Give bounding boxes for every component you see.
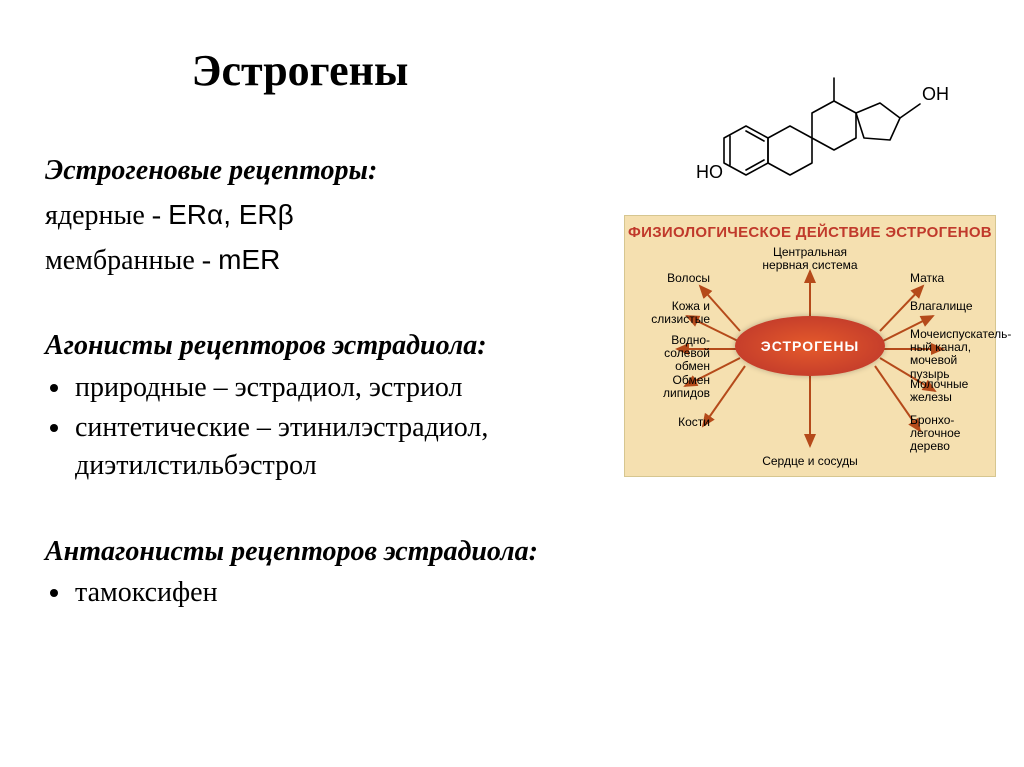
diagram-label-top: Центральная нервная система: [750, 246, 870, 272]
receptors-membrane: мембранные - mER: [45, 241, 605, 280]
diagram-label-l1: Волосы: [628, 272, 710, 285]
page-title: Эстрогены: [0, 45, 600, 96]
receptors-heading: Эстрогеновые рецепторы:: [45, 152, 605, 190]
diagram-label-r2: Влагалище: [910, 300, 992, 313]
oh-label: OH: [922, 84, 949, 104]
diagram-center: ЭСТРОГЕНЫ: [735, 316, 885, 376]
agonists-item-2: синтетические – этинилэстрадиол, диэтилс…: [73, 409, 605, 485]
body-text: Эстрогеновые рецепторы: ядерные - ERα, E…: [45, 130, 605, 612]
diagram-label-l2: Кожа и слизистые: [628, 300, 710, 326]
antagonists-heading: Антагонисты рецепторов эстрадиола:: [45, 533, 605, 571]
agonists-list: природные – эстрадиол, эстриол синтетиче…: [45, 369, 605, 484]
estradiol-structure-icon: OH HO: [694, 18, 984, 188]
antagonists-item-1: тамоксифен: [73, 574, 605, 612]
diagram-label-l4: Обмен липидов: [628, 374, 710, 400]
antagonists-list: тамоксифен: [45, 574, 605, 612]
diagram-label-r5: Бронхо-легочное дерево: [910, 414, 992, 454]
physiology-diagram: ФИЗИОЛОГИЧЕСКОЕ ДЕЙСТВИЕ ЭСТРОГЕНОВ ЭСТР…: [624, 215, 996, 477]
diagram-label-r3: Мочеиспускатель-ный канал, мочевой пузыр…: [910, 328, 992, 381]
membrane-prefix: мембранные -: [45, 245, 218, 276]
diagram-label-r1: Матка: [910, 272, 992, 285]
diagram-label-l5: Кости: [628, 416, 710, 429]
diagram-label-r4: Молочные железы: [910, 378, 992, 404]
nuclear-value: ERα, ERβ: [168, 199, 294, 230]
ho-label: HO: [696, 162, 723, 182]
diagram-label-bottom: Сердце и сосуды: [760, 455, 860, 468]
nuclear-prefix: ядерные -: [45, 200, 168, 231]
receptors-nuclear: ядерные - ERα, ERβ: [45, 196, 605, 235]
membrane-value: mER: [218, 244, 280, 275]
agonists-heading: Агонисты рецепторов эстрадиола:: [45, 327, 605, 365]
agonists-item-1: природные – эстрадиол, эстриол: [73, 369, 605, 407]
slide: Эстрогены OH HO ФИЗИОЛОГИЧЕСКОЕ ДЕЙСТВИЕ…: [0, 0, 1024, 767]
diagram-label-l3: Водно-солевой обмен: [628, 334, 710, 374]
